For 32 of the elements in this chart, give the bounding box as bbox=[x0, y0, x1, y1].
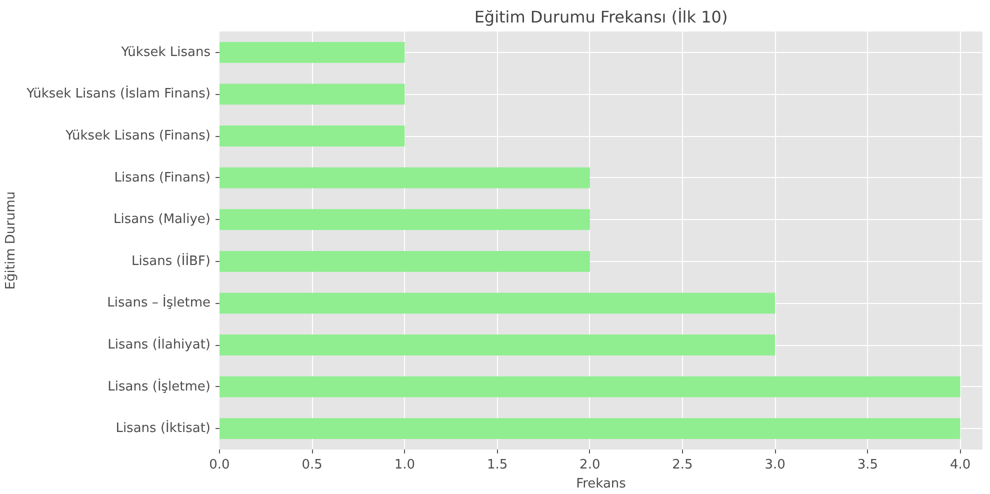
x-tick-label: 1.0 bbox=[394, 458, 416, 472]
y-axis-title: Eğitim Durumu bbox=[4, 191, 19, 290]
y-tick-label: Lisans – İşletme bbox=[107, 294, 211, 311]
y-tick-label: Lisans (İşletme) bbox=[108, 378, 210, 394]
bar bbox=[220, 209, 590, 230]
x-tick-label: 3.5 bbox=[857, 458, 878, 472]
x-tick-label: 2.0 bbox=[580, 458, 600, 472]
x-axis-title: Frekans bbox=[576, 476, 626, 492]
y-tick-label: Yüksek Lisans (Finans) bbox=[64, 128, 211, 144]
bar bbox=[220, 84, 405, 105]
x-tick-label: 1.5 bbox=[486, 458, 508, 472]
bar bbox=[220, 334, 776, 356]
bar bbox=[220, 167, 590, 188]
y-tick-label: Lisans (Finans) bbox=[114, 170, 211, 186]
bar bbox=[220, 418, 960, 440]
y-tick-label: Lisans (İİBF) bbox=[132, 252, 211, 269]
x-tick-label: 0.0 bbox=[209, 458, 230, 472]
y-tick-label: Yüksek Lisans bbox=[120, 44, 211, 60]
x-tick-label: 2.5 bbox=[672, 458, 693, 472]
bar bbox=[220, 376, 960, 398]
y-tick-label: Lisans (Maliye) bbox=[114, 212, 211, 228]
x-tick-label: 0.5 bbox=[302, 458, 322, 472]
y-tick-label: Yüksek Lisans (İslam Finans) bbox=[26, 86, 210, 102]
chart-title: Eğitim Durumu Frekansı (İlk 10) bbox=[474, 8, 728, 26]
bar bbox=[220, 42, 405, 63]
x-tick-label: 4.0 bbox=[950, 458, 971, 472]
y-tick-label: Lisans (İlahiyat) bbox=[108, 336, 211, 352]
x-tick-label: 3.0 bbox=[764, 458, 786, 472]
y-tick-label: Lisans (İktisat) bbox=[116, 420, 211, 436]
bar bbox=[220, 126, 405, 146]
bar bbox=[220, 292, 776, 314]
bar bbox=[220, 250, 590, 272]
